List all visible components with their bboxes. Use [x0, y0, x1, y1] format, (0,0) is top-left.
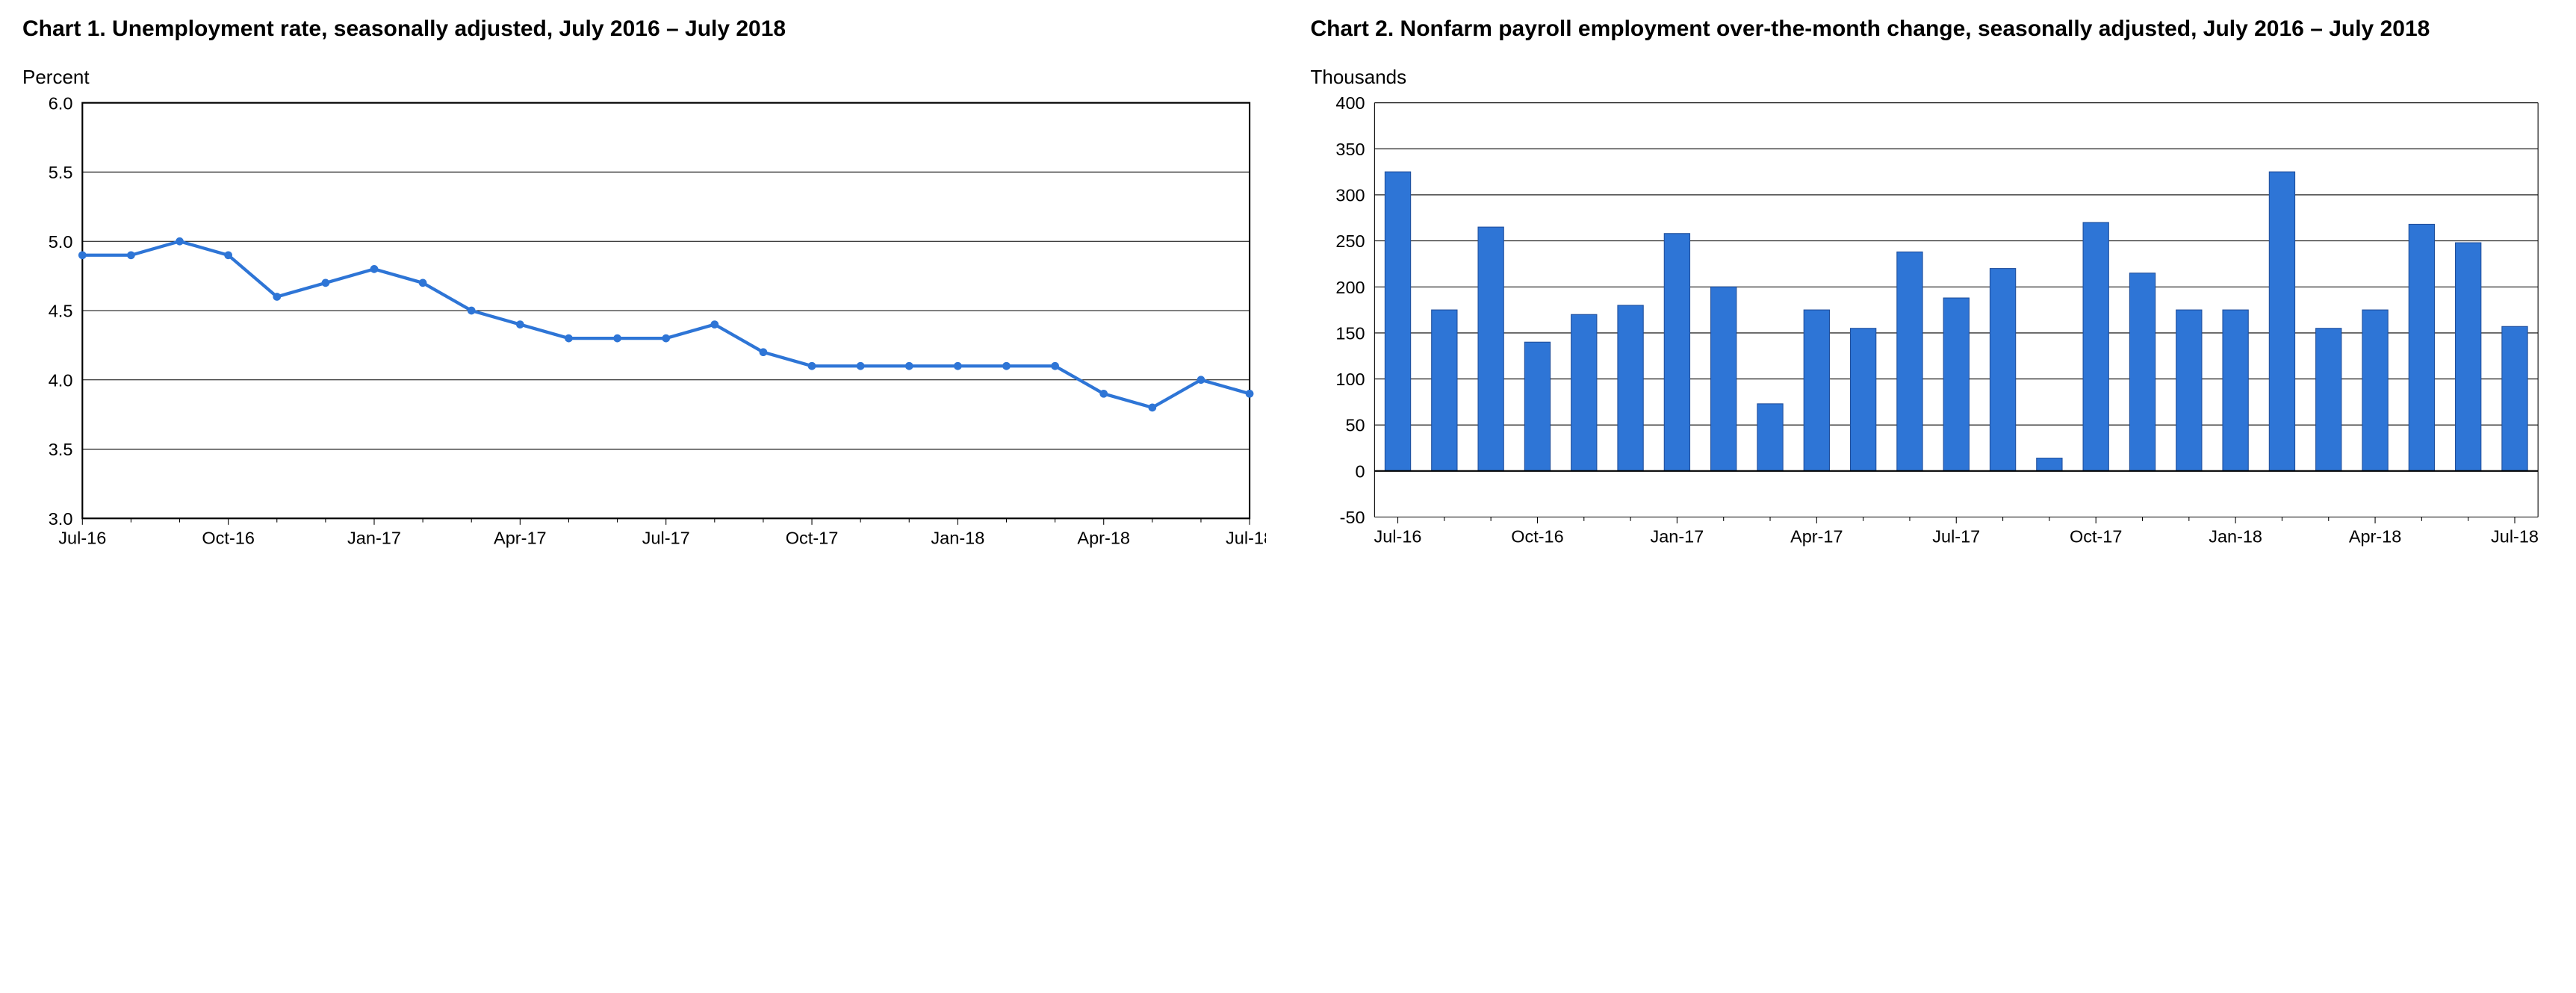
chart2-y-tick-label: 250	[1335, 231, 1365, 251]
chart2-bar	[2269, 172, 2294, 471]
chart2-y-tick-label: 100	[1335, 370, 1365, 389]
chart1-data-point	[1246, 389, 1254, 397]
chart2-bar	[1804, 310, 1829, 471]
chart2-y-tick-label: 150	[1335, 323, 1365, 343]
chart2-bar	[1710, 287, 1736, 471]
chart1-data-point	[954, 361, 962, 370]
chart2-bar	[2036, 458, 2061, 470]
chart2-x-tick-label: Apr-18	[2348, 526, 2400, 546]
chart2-title: Chart 2. Nonfarm payroll employment over…	[1311, 15, 2554, 43]
chart2-bar	[1664, 233, 1689, 470]
chart2-bar	[2222, 310, 2247, 471]
chart2-bar	[2129, 273, 2155, 470]
chart2-x-tick-label: Jul-16	[1374, 526, 1421, 546]
chart1-block: Chart 1. Unemployment rate, seasonally a…	[22, 15, 1266, 558]
chart1-x-tick-label: Jul-16	[58, 528, 106, 547]
chart2-bar	[2083, 222, 2108, 470]
chart1-data-point	[370, 264, 379, 273]
chart1-data-point	[176, 237, 184, 245]
chart2-x-tick-label: Apr-17	[1790, 526, 1843, 546]
chart1-x-tick-label: Apr-18	[1077, 528, 1130, 547]
chart2-y-axis-title: Thousands	[1311, 66, 2554, 89]
chart2-bar	[1757, 403, 1782, 470]
chart1-data-point	[1148, 403, 1156, 411]
chart1-data-point	[760, 348, 768, 356]
chart2-y-tick-label: 0	[1355, 461, 1365, 481]
chart1-data-point	[808, 361, 816, 370]
chart1-data-point	[273, 293, 281, 301]
chart2-x-tick-label: Jan-17	[1650, 526, 1704, 546]
chart1-y-tick-label: 4.0	[49, 370, 73, 390]
chart2-bar	[1571, 314, 1596, 471]
chart2-y-tick-label: 200	[1335, 277, 1365, 296]
chart1-data-point	[468, 306, 476, 314]
chart2-bar	[1896, 252, 1922, 470]
chart1-data-point	[516, 320, 524, 329]
chart1-data-point	[1099, 389, 1108, 397]
chart1-x-tick-label: Oct-17	[786, 528, 839, 547]
chart1-x-tick-label: Jul-17	[642, 528, 690, 547]
chart2-bar	[1431, 310, 1456, 471]
chart2-bar	[2315, 328, 2341, 470]
chart2-bar	[2362, 310, 2387, 471]
chart1-data-point	[322, 278, 330, 287]
chart1-x-tick-label: Jan-18	[931, 528, 984, 547]
chart1-svg: 3.0 3.5 4.0 4.5 5.0 5.5 6.0 Jul-16 Oct-16 Jan-17 A…	[22, 95, 1266, 558]
chart1-y-tick-label: 6.0	[49, 95, 73, 113]
chart1-y-axis-title: Percent	[22, 66, 1266, 89]
chart1-x-tick-label: Oct-16	[202, 528, 255, 547]
chart2-y-tick-label: 350	[1335, 139, 1365, 158]
chart1-data-point	[565, 334, 573, 342]
chart1-y-tick-label: 5.5	[49, 163, 73, 182]
chart2-bar	[2455, 243, 2480, 471]
chart2-svg-wrap: -50 0 50 100 150 200 250 300 350 400 Jul-16 Oct-16 J…	[1311, 95, 2554, 557]
chart2-bar	[1943, 298, 1969, 471]
chart1-svg-wrap: 3.0 3.5 4.0 4.5 5.0 5.5 6.0 Jul-16 Oct-16 Jan-17 A…	[22, 95, 1266, 558]
chart1-y-tick-label: 3.0	[49, 508, 73, 528]
chart1-data-point	[1002, 361, 1011, 370]
chart2-bar	[2501, 326, 2527, 471]
chart1-data-point	[613, 334, 621, 342]
chart1-data-point	[857, 361, 865, 370]
chart1-y-tick-label: 3.5	[49, 440, 73, 459]
chart1-data-point	[1197, 376, 1205, 384]
chart2-block: Chart 2. Nonfarm payroll employment over…	[1311, 15, 2554, 556]
chart2-bar	[2176, 310, 2201, 471]
chart2-x-tick-label: Oct-17	[2069, 526, 2121, 546]
chart2-svg: -50 0 50 100 150 200 250 300 350 400 Jul-16 Oct-16 J…	[1311, 95, 2554, 557]
chart2-x-tick-label: Jul-17	[1932, 526, 1980, 546]
chart1-data-point	[224, 251, 232, 259]
chart1-data-point	[127, 251, 135, 259]
chart2-x-tick-label: Jan-18	[2209, 526, 2262, 546]
chart2-x-tick-label: Oct-16	[1511, 526, 1563, 546]
chart2-bar	[1990, 268, 2015, 470]
chart1-data-point	[905, 361, 913, 370]
chart1-y-tick-label: 5.0	[49, 231, 73, 251]
chart1-x-tick-label: Jan-17	[347, 528, 401, 547]
chart2-bar	[1478, 227, 1503, 471]
chart2-bar	[1385, 172, 1410, 471]
chart1-data-point	[662, 334, 670, 342]
chart2-bar	[2409, 224, 2434, 470]
chart1-data-point	[78, 251, 87, 259]
chart2-y-tick-label: 400	[1335, 95, 1365, 113]
chart2-x-tick-label: Jul-18	[2491, 526, 2539, 546]
chart1-x-tick-label: Apr-17	[494, 528, 547, 547]
chart1-x-tick-label: Jul-18	[1226, 528, 1265, 547]
chart1-data-point	[710, 320, 719, 329]
chart2-y-tick-label: -50	[1339, 508, 1365, 527]
chart2-bar	[1617, 305, 1642, 470]
chart2-bar	[1850, 328, 1875, 470]
charts-row: Chart 1. Unemployment rate, seasonally a…	[22, 15, 2554, 558]
chart1-data-point	[1051, 361, 1059, 370]
chart1-y-tick-label: 4.5	[49, 301, 73, 320]
chart2-y-tick-label: 50	[1345, 415, 1365, 435]
chart1-data-point	[419, 278, 427, 287]
chart1-title: Chart 1. Unemployment rate, seasonally a…	[22, 15, 1266, 43]
chart2-y-tick-label: 300	[1335, 185, 1365, 205]
chart2-bar	[1524, 342, 1550, 471]
